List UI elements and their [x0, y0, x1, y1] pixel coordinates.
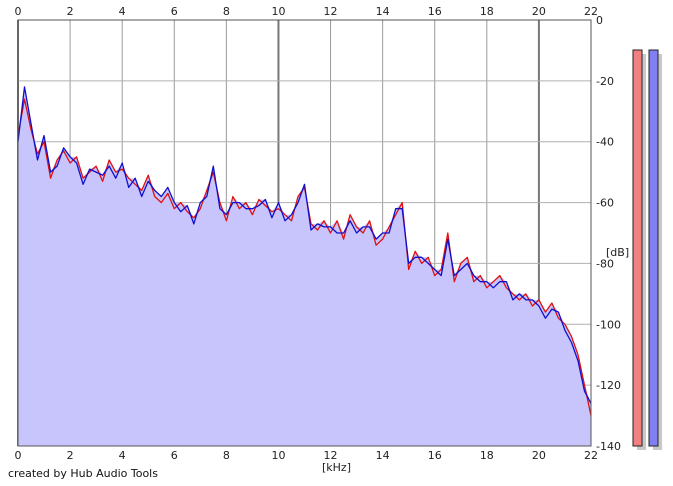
x-tick-label-top: 14: [376, 5, 390, 18]
x-tick-label-top: 8: [223, 5, 230, 18]
y-tick-label: -20: [596, 75, 614, 88]
x-tick-label-top: 6: [171, 5, 178, 18]
x-tick-label-bottom: 0: [15, 449, 22, 462]
x-tick-label-bottom: 18: [480, 449, 494, 462]
x-ticks-top: 0 2 4 6 8 10 12 14 16 18 20 22: [15, 5, 599, 18]
x-tick-label-bottom: 20: [532, 449, 546, 462]
y-tick-label: -140: [596, 440, 621, 453]
x-tick-label-bottom: 14: [376, 449, 390, 462]
spectrum-lines: [17, 86, 592, 416]
x-tick-label-top: 2: [67, 5, 74, 18]
y-ticks: 0 -20 -40 -60 -80 -100 -120 -140: [596, 14, 621, 453]
x-tick-label-top: 22: [584, 5, 598, 18]
x-tick-label-top: 4: [119, 5, 126, 18]
x-tick-label-bottom: 2: [67, 449, 74, 462]
x-tick-label-top: 16: [428, 5, 442, 18]
y-tick-label: -100: [596, 318, 621, 331]
x-tick-label-top: 10: [271, 5, 285, 18]
plot-frame: [17, 19, 592, 447]
level-meter-2: [648, 49, 659, 447]
x-tick-label-bottom: 4: [119, 449, 126, 462]
y-tick-label: -120: [596, 379, 621, 392]
y-tick-label: -60: [596, 197, 614, 210]
x-tick-label-bottom: 6: [171, 449, 178, 462]
x-tick-label-top: 0: [15, 5, 22, 18]
x-tick-label-bottom: 12: [324, 449, 338, 462]
x-tick-label-top: 20: [532, 5, 546, 18]
x-ticks-bottom: 0 2 4 6 8 10 12 14 16 18 20 22: [15, 449, 599, 462]
y-tick-label: 0: [596, 14, 603, 27]
x-tick-label-top: 12: [324, 5, 338, 18]
x-tick-label-bottom: 10: [271, 449, 285, 462]
y-axis-label: [dB]: [606, 246, 629, 259]
level-meters: [632, 49, 662, 450]
spectrum-area: [18, 86, 591, 447]
spectrum-fill: [18, 86, 591, 447]
x-tick-label-bottom: 22: [584, 449, 598, 462]
x-tick-label-bottom: 16: [428, 449, 442, 462]
x-tick-label-bottom: 8: [223, 449, 230, 462]
credit-text: created by Hub Audio Tools: [8, 467, 158, 480]
x-tick-label-top: 18: [480, 5, 494, 18]
level-meter-1: [632, 49, 643, 447]
y-tick-label: -80: [596, 257, 614, 270]
x-axis-label: [kHz]: [322, 461, 351, 474]
series-line-2: [17, 86, 592, 404]
y-tick-label: -40: [596, 136, 614, 149]
